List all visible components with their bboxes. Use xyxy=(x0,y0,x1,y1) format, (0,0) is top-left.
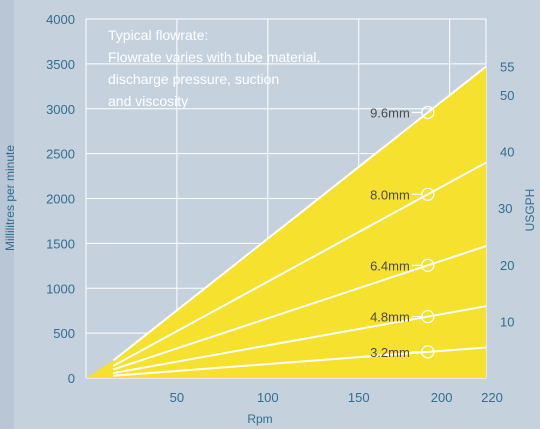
y-tick-1500: 1500 xyxy=(46,236,75,251)
y-tick-3500: 3500 xyxy=(46,57,75,72)
series-label-4.8mm: 4.8mm xyxy=(370,310,410,325)
y2-tick-50: 50 xyxy=(500,88,514,103)
x-tick-200: 200 xyxy=(431,390,453,405)
y-axis-ticks: 0 500 1000 1500 2000 2500 3000 3500 4000 xyxy=(46,12,75,386)
y-axis-label: Millilitres per minute xyxy=(3,145,17,251)
y2-axis-ticks: 10 20 30 40 50 55 xyxy=(498,60,514,330)
y-tick-0: 0 xyxy=(68,371,75,386)
x-tick-100: 100 xyxy=(257,390,279,405)
y-tick-2500: 2500 xyxy=(46,147,75,162)
series-marker-3.2mm xyxy=(421,345,435,359)
series-line-3.2mm xyxy=(113,346,487,377)
note-line-4: and viscosity xyxy=(108,93,188,109)
y2-tick-20: 20 xyxy=(500,258,514,273)
series-marker-6.4mm xyxy=(421,258,435,272)
note-line-1: Typical flowrate: xyxy=(108,27,208,43)
x-tick-50: 50 xyxy=(170,390,184,405)
series-label-3.2mm: 3.2mm xyxy=(370,345,410,360)
y-tick-4000: 4000 xyxy=(46,12,75,27)
series-lines xyxy=(112,65,487,377)
y2-tick-40: 40 xyxy=(500,145,514,160)
series-label-6.4mm: 6.4mm xyxy=(370,258,410,273)
y2-tick-10: 10 xyxy=(500,314,514,329)
series-labels: 3.2mm 4.8mm 6.4mm 8.0mm 9.6mm xyxy=(370,105,435,360)
series-label-8.0mm: 8.0mm xyxy=(370,187,410,202)
x-tick-150: 150 xyxy=(348,390,370,405)
series-label-9.6mm: 9.6mm xyxy=(370,105,410,120)
x-axis-label: Rpm xyxy=(247,412,272,426)
series-line-4.8mm xyxy=(113,305,487,375)
y-tick-3000: 3000 xyxy=(46,102,75,117)
series-line-8.0mm xyxy=(112,161,487,367)
note-line-3: discharge pressure, suction xyxy=(108,71,279,87)
series-marker-8.0mm xyxy=(421,187,435,201)
y2-axis-label: USGPH xyxy=(523,189,537,232)
area-layer xyxy=(86,66,486,378)
y-tick-500: 500 xyxy=(53,326,75,341)
x-tick-220: 220 xyxy=(481,390,503,405)
y-tick-1000: 1000 xyxy=(46,281,75,296)
area-fill-wedge xyxy=(86,66,486,378)
left-edge-texture xyxy=(0,0,14,429)
y2-tick-55: 55 xyxy=(500,60,514,75)
y-tick-2000: 2000 xyxy=(46,192,75,207)
series-marker-4.8mm xyxy=(421,309,435,324)
note-line-2: Flowrate varies with tube material, xyxy=(108,49,320,65)
series-line-6.4mm xyxy=(112,245,487,371)
series-line-9.6mm xyxy=(112,65,487,362)
series-marker-9.6mm xyxy=(421,105,435,120)
note-block: Typical flowrate: Flowrate varies with t… xyxy=(108,27,320,109)
y2-tick-30: 30 xyxy=(498,201,512,216)
x-axis-ticks: 50 100 150 200 220 xyxy=(170,390,503,405)
